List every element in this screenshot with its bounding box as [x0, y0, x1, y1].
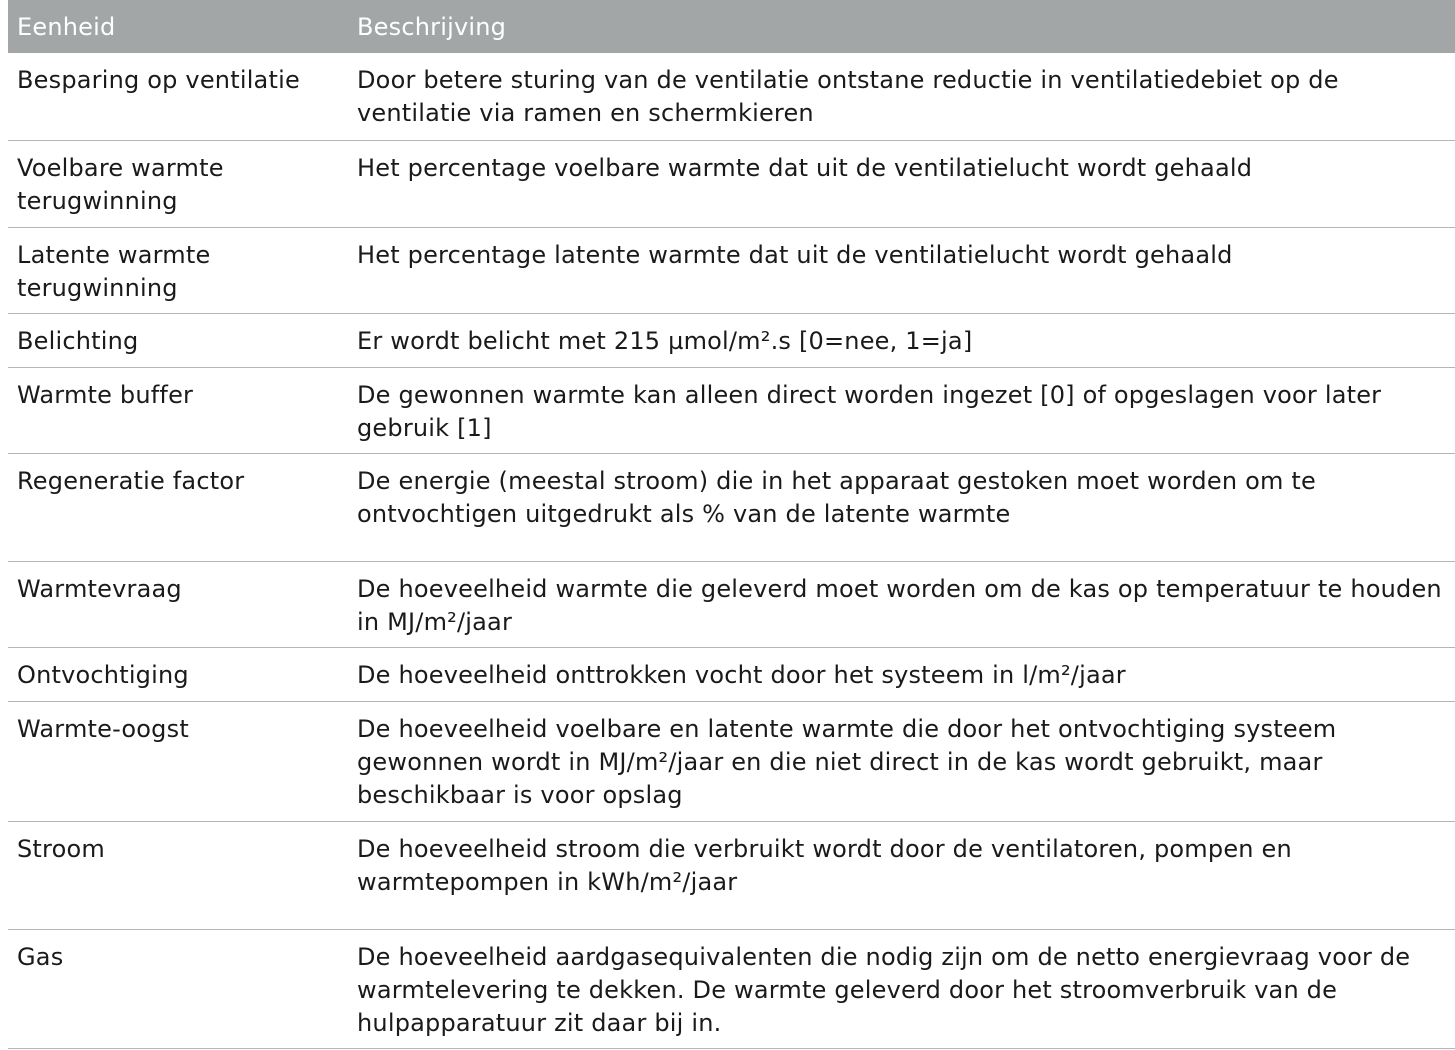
row-description: De hoeveelheid warmte die geleverd moet …: [357, 575, 1442, 636]
row-description: De hoeveelheid onttrokken vocht door het…: [357, 661, 1126, 689]
row-unit: Voelbare warmte terugwinning: [17, 154, 224, 215]
row-description: De hoeveelheid voelbare en latente warmt…: [357, 715, 1337, 809]
table-row: Warmte buffer De gewonnen warmte kan all…: [8, 368, 1455, 454]
row-description: Er wordt belicht met 215 µmol/m².s [0=ne…: [357, 327, 973, 355]
row-unit: Warmte buffer: [17, 381, 194, 409]
table-row: Gas De hoeveelheid aardgasequivalenten d…: [8, 930, 1455, 1049]
row-description: Het percentage latente warmte dat uit de…: [357, 241, 1233, 269]
table-header: Eenheid Beschrijving: [8, 0, 1455, 53]
row-description: Het percentage voelbare warmte dat uit d…: [357, 154, 1253, 182]
row-unit: Warmtevraag: [17, 575, 182, 603]
table-row: Besparing op ventilatie Door betere stur…: [8, 53, 1455, 141]
row-unit: Regeneratie factor: [17, 467, 245, 495]
row-unit: Gas: [17, 943, 64, 971]
row-description: Door betere sturing van de ventilatie on…: [357, 66, 1339, 127]
row-unit: Latente warmte terugwinning: [17, 241, 211, 302]
definitions-table: Eenheid Beschrijving Besparing op ventil…: [8, 0, 1455, 1049]
table-row: Belichting Er wordt belicht met 215 µmol…: [8, 314, 1455, 368]
table-row: Warmte-oogst De hoeveelheid voelbare en …: [8, 702, 1455, 822]
table-row: Stroom De hoeveelheid stroom die verbrui…: [8, 822, 1455, 930]
header-unit: Eenheid: [17, 13, 116, 41]
table-row: Ontvochtiging De hoeveelheid onttrokken …: [8, 648, 1455, 702]
row-description: De energie (meestal stroom) die in het a…: [357, 467, 1316, 528]
table-row: Voelbare warmte terugwinning Het percent…: [8, 141, 1455, 228]
row-unit: Besparing op ventilatie: [17, 66, 300, 94]
table-row: Warmtevraag De hoeveelheid warmte die ge…: [8, 562, 1455, 648]
table-row: Latente warmte terugwinning Het percenta…: [8, 228, 1455, 314]
table-row: Regeneratie factor De energie (meestal s…: [8, 454, 1455, 562]
row-unit: Warmte-oogst: [17, 715, 189, 743]
row-unit: Stroom: [17, 835, 105, 863]
row-description: De hoeveelheid stroom die verbruikt word…: [357, 835, 1292, 896]
header-description: Beschrijving: [357, 13, 507, 41]
row-unit: Belichting: [17, 327, 139, 355]
row-description: De gewonnen warmte kan alleen direct wor…: [357, 381, 1382, 442]
row-description: De hoeveelheid aardgasequivalenten die n…: [357, 943, 1411, 1037]
row-unit: Ontvochtiging: [17, 661, 189, 689]
